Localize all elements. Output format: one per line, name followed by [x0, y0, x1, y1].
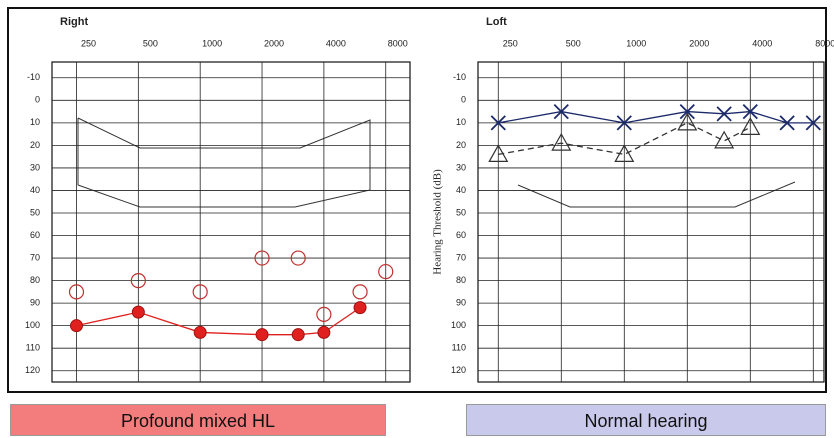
marker [194, 326, 206, 338]
y-tick-label: 40 [30, 185, 40, 195]
y-tick-label: 100 [451, 320, 466, 330]
y-tick-label: 80 [456, 275, 466, 285]
y-tick-label: 70 [456, 252, 466, 262]
y-tick-label: -10 [453, 72, 466, 82]
y-tick-label: 30 [456, 162, 466, 172]
marker [318, 326, 330, 338]
chart-title: Right [60, 16, 88, 28]
marker [354, 302, 366, 314]
x-tick-label: 250 [81, 38, 96, 48]
x-tick-label: 1000 [626, 38, 646, 48]
y-tick-label: 120 [451, 365, 466, 375]
y-tick-label: 40 [456, 185, 466, 195]
x-tick-label: 8000 [815, 38, 834, 48]
y-tick-label: 50 [30, 207, 40, 217]
y-axis-label: Hearing Threshold (dB) [432, 169, 444, 275]
figure-border [8, 8, 826, 392]
x-tick-label: 250 [503, 38, 518, 48]
x-tick-label: 4000 [752, 38, 772, 48]
y-tick-label: 10 [30, 117, 40, 127]
y-tick-label: 50 [456, 207, 466, 217]
x-tick-label: 2000 [689, 38, 709, 48]
chart-title: Loft [486, 16, 507, 28]
y-tick-label: 60 [456, 230, 466, 240]
y-tick-label: 90 [456, 298, 466, 308]
marker [132, 306, 144, 318]
x-tick-label: 4000 [326, 38, 346, 48]
y-tick-label: 70 [30, 252, 40, 262]
x-tick-label: 1000 [202, 38, 222, 48]
y-tick-label: 0 [461, 95, 466, 105]
y-tick-label: 110 [452, 343, 466, 353]
page: {"chart_data": [ {"type": "line", "title… [0, 0, 834, 438]
y-tick-label: 10 [456, 117, 466, 127]
y-tick-label: -10 [27, 72, 40, 82]
y-tick-label: 110 [26, 343, 40, 353]
caption: Normal hearing [466, 404, 826, 436]
y-tick-label: 20 [456, 140, 466, 150]
marker [256, 329, 268, 341]
y-tick-label: 90 [30, 298, 40, 308]
x-tick-label: 2000 [264, 38, 284, 48]
y-tick-label: 30 [30, 162, 40, 172]
y-tick-label: 120 [25, 365, 40, 375]
y-tick-label: 60 [30, 230, 40, 240]
y-tick-label: 20 [30, 140, 40, 150]
caption: Profound mixed HL [10, 404, 386, 436]
x-tick-label: 8000 [388, 38, 408, 48]
y-tick-label: 80 [30, 275, 40, 285]
x-tick-label: 500 [143, 38, 158, 48]
y-tick-label: 0 [35, 95, 40, 105]
marker [292, 329, 304, 341]
marker [70, 320, 82, 332]
x-tick-label: 500 [566, 38, 581, 48]
y-tick-label: 100 [25, 320, 40, 330]
